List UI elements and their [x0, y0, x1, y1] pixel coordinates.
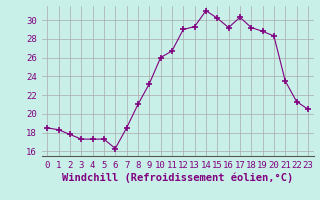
X-axis label: Windchill (Refroidissement éolien,°C): Windchill (Refroidissement éolien,°C)	[62, 173, 293, 183]
